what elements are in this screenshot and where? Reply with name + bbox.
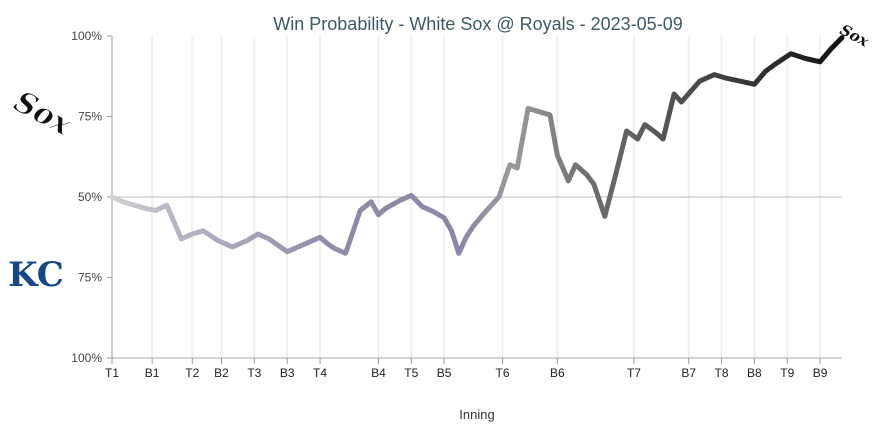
y-axis: 100% 75% 50% 75% 100% [71,29,112,365]
svg-text:KC: KC [8,255,64,295]
x-tick-label: T9 [780,366,794,380]
x-tick-label: T1 [105,366,119,380]
x-axis-label: Inning [459,407,494,422]
x-tick-label: B7 [681,366,696,380]
end-point-sox-logo: Sox [837,21,873,51]
x-tick-label: B5 [437,366,452,380]
chart-title: Win Probability - White Sox @ Royals - 2… [273,14,682,34]
y-tick-label: 100% [71,29,102,43]
svg-text:Sox: Sox [837,21,873,51]
x-tick-label: B6 [550,366,565,380]
x-tick-label: B3 [280,366,295,380]
y-tick-label: 75% [78,110,102,124]
x-tick-label: B8 [747,366,762,380]
x-tick-label: B2 [214,366,229,380]
x-tick-label: T6 [496,366,510,380]
x-tick-label: T8 [715,366,729,380]
y-tick-label: 100% [71,351,102,365]
x-tick-label: T4 [313,366,327,380]
x-tick-label: B9 [813,366,828,380]
x-tick-label: T3 [247,366,261,380]
win-probability-line [109,35,845,256]
x-axis: T1 B1 T2 B2 T3 B3 T4 B4 T5 B5 T6 B6 T7 B7 T8 B8 T9 B9 [105,358,828,380]
x-tick-label: B4 [371,366,386,380]
royals-logo: KC [8,255,64,295]
y-tick-label: 75% [78,271,102,285]
x-tick-label: B1 [145,366,160,380]
x-tick-label: T2 [185,366,199,380]
x-tick-label: T7 [627,366,641,380]
x-tick-label: T5 [404,366,418,380]
white-sox-logo: Sox [7,84,78,144]
y-tick-label: 50% [78,190,102,204]
svg-text:Sox: Sox [8,84,78,143]
